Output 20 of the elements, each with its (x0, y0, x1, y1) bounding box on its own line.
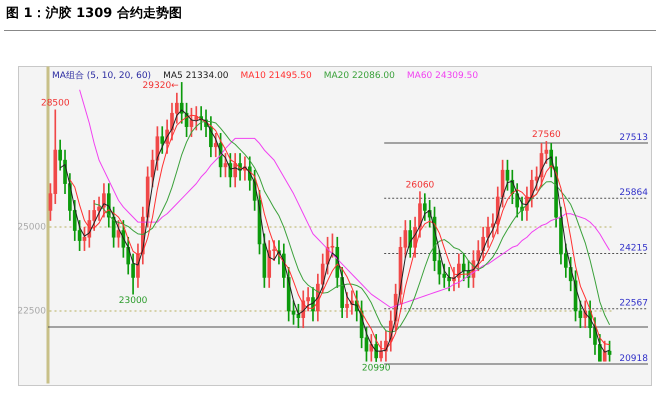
ref-line-label: 25864 (619, 188, 648, 198)
text: MA10 21495.50 (240, 71, 312, 81)
legend-title: MA组合 (5, 10, 20, 60) (52, 71, 152, 81)
y-tick-label: 22500 (17, 306, 46, 316)
text: MA5 21334.00 (163, 71, 229, 81)
ref-line-label: 22567 (619, 298, 648, 309)
annotation: 29320← (142, 80, 180, 91)
annotation: 23000 (118, 296, 148, 306)
text: MA20 22086.00 (324, 71, 395, 81)
chart-title: 图 1：沪胶 1309 合约走势图 (6, 4, 182, 22)
y-tick-label: 25000 (17, 222, 46, 233)
annotation: 27560 (532, 130, 561, 140)
ref-line-label: 20918 (619, 354, 648, 364)
candlestick (608, 340, 612, 362)
text: MA60 24309.50 (406, 71, 478, 81)
annotation: 26060 (406, 180, 435, 190)
ref-line-label: 27513 (619, 132, 648, 143)
annotation: 20990 (362, 363, 391, 374)
ref-line-label: 24215 (619, 243, 648, 254)
candlestick (224, 153, 228, 178)
